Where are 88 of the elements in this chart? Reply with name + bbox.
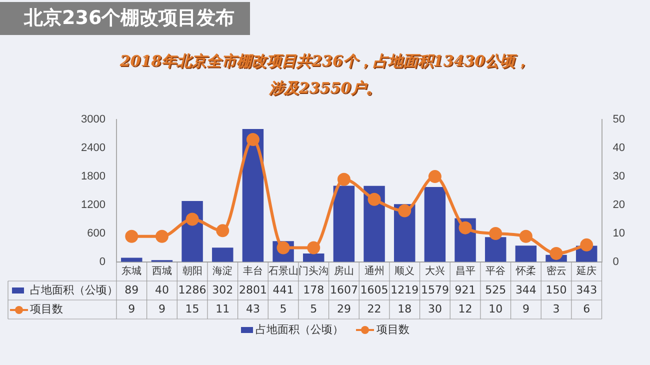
data-label: 1579 bbox=[420, 283, 449, 296]
chart-subtitle: 2018年北京全市棚改项目共236个，占地面积13430公顷，涉及23550户。 bbox=[118, 51, 532, 99]
data-label: 302 bbox=[212, 283, 234, 296]
y-tick-label: 1200 bbox=[80, 199, 106, 212]
point bbox=[337, 172, 350, 186]
data-label: 40 bbox=[154, 283, 169, 296]
x-tick-label: 顺义 bbox=[394, 265, 415, 278]
x-tick-label: 房山 bbox=[334, 265, 354, 278]
data-label: 43 bbox=[246, 302, 260, 316]
data-label: 29 bbox=[336, 302, 351, 316]
x-tick-label: 延庆 bbox=[576, 265, 597, 278]
point bbox=[368, 192, 381, 206]
bar bbox=[424, 187, 446, 262]
x-tick-label: 怀柔 bbox=[514, 265, 536, 278]
x-tick-label: 通州 bbox=[364, 265, 384, 278]
data-label: 1219 bbox=[390, 283, 419, 296]
bar bbox=[333, 186, 355, 262]
data-label: 1607 bbox=[330, 283, 358, 296]
y2-tick-label: 40 bbox=[612, 142, 626, 154]
data-label: 10 bbox=[488, 302, 503, 316]
data-label: 9 bbox=[522, 302, 530, 316]
point bbox=[307, 241, 320, 254]
data-label: 89 bbox=[124, 283, 139, 296]
x-tick-label: 丰台 bbox=[242, 265, 263, 278]
bar bbox=[515, 246, 537, 262]
data-label: 921 bbox=[454, 283, 476, 296]
text: 项目数 bbox=[30, 302, 63, 316]
x-tick-label: 海淀 bbox=[212, 265, 233, 278]
data-label: 5 bbox=[310, 302, 318, 316]
x-tick-label: 密云 bbox=[546, 265, 566, 278]
bar bbox=[484, 237, 506, 262]
point bbox=[458, 221, 472, 234]
x-tick-label: 西城 bbox=[152, 265, 172, 278]
data-label: 3 bbox=[552, 302, 560, 316]
data-label: 344 bbox=[515, 283, 536, 296]
y-tick-label: 2400 bbox=[80, 142, 106, 154]
data-label: 150 bbox=[546, 283, 567, 296]
point bbox=[155, 230, 168, 243]
y2-tick-label: 30 bbox=[612, 170, 626, 183]
data-label: 30 bbox=[428, 302, 442, 316]
data-label: 22 bbox=[367, 302, 382, 316]
y2-tick-label: 50 bbox=[612, 114, 626, 126]
y-tick-label: 3000 bbox=[80, 114, 106, 126]
point bbox=[398, 204, 412, 218]
legend-label: 项目数 bbox=[376, 322, 410, 337]
data-label: 1605 bbox=[360, 283, 388, 296]
data-label: 9 bbox=[128, 302, 136, 316]
data-label: 5 bbox=[280, 302, 287, 316]
bar bbox=[212, 248, 234, 262]
x-tick-label: 东城 bbox=[122, 265, 142, 278]
data-label: 15 bbox=[185, 302, 200, 316]
data-label: 12 bbox=[458, 302, 472, 316]
chart-title: 北京236个棚改项目发布 bbox=[0, 2, 250, 35]
data-label: 1286 bbox=[178, 283, 206, 296]
point bbox=[580, 238, 594, 252]
y-tick-label: 600 bbox=[87, 228, 106, 240]
point bbox=[125, 230, 138, 243]
x-tick-label: 门头沟 bbox=[298, 265, 329, 278]
x-tick-label: 昌平 bbox=[455, 266, 476, 278]
point bbox=[519, 230, 532, 243]
x-tick-label: 石景山 bbox=[268, 265, 298, 278]
data-label: 525 bbox=[485, 283, 506, 296]
data-label: 441 bbox=[272, 283, 294, 296]
point bbox=[246, 133, 260, 146]
point bbox=[186, 212, 199, 226]
point bbox=[428, 170, 442, 184]
point bbox=[550, 246, 563, 260]
data-label: 2801 bbox=[238, 283, 267, 296]
legend-label: 占地面积（公顷） bbox=[30, 283, 118, 296]
x-tick-label: 朝阳 bbox=[182, 265, 202, 278]
text: 占地面积（公顷） bbox=[256, 323, 344, 336]
data-label: 178 bbox=[303, 283, 324, 296]
point bbox=[489, 227, 502, 240]
y2-tick-label: 10 bbox=[612, 228, 626, 240]
data-label: 9 bbox=[158, 302, 166, 316]
bar bbox=[242, 129, 264, 262]
point bbox=[216, 224, 230, 238]
x-tick-label: 大兴 bbox=[424, 265, 445, 278]
data-label: 343 bbox=[576, 283, 598, 296]
y-tick-label: 1800 bbox=[80, 170, 106, 183]
y2-tick-label: 0 bbox=[612, 256, 619, 268]
y2-tick-label: 20 bbox=[612, 199, 626, 212]
y-tick-label: 0 bbox=[99, 256, 106, 268]
bar bbox=[303, 254, 324, 262]
data-label: 18 bbox=[398, 302, 412, 316]
x-tick-label: 平谷 bbox=[486, 265, 506, 278]
data-label: 11 bbox=[216, 302, 230, 316]
data-label: 6 bbox=[583, 302, 590, 316]
